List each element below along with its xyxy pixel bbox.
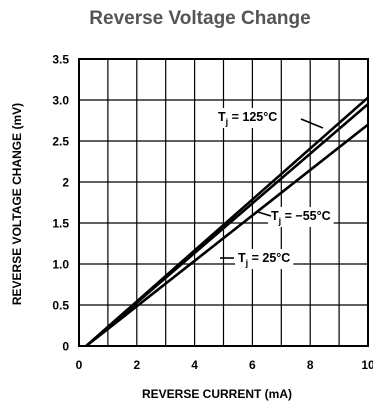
chart-title: Reverse Voltage Change <box>89 8 310 29</box>
annotation-leader-line <box>300 118 324 129</box>
y-tick-label: 1.5 <box>52 217 69 231</box>
y-tick-label: 1.0 <box>52 258 69 272</box>
x-tick-label: 8 <box>307 358 314 372</box>
x-tick-label: 10 <box>361 358 373 372</box>
annotation-leader-line <box>257 211 272 217</box>
series-label-3: Tj = 25°C <box>238 251 290 268</box>
y-tick-label: 0 <box>62 340 69 354</box>
series-label-1: Tj = 125°C <box>218 110 277 127</box>
y-tick-label: 2 <box>62 176 69 190</box>
x-axis-label: REVERSE CURRENT (mA) <box>142 387 292 401</box>
x-tick-label: 6 <box>249 358 256 372</box>
x-tick-label: 4 <box>191 358 198 372</box>
y-axis-label: REVERSE VOLTAGE CHANGE (mV) <box>10 103 24 305</box>
x-tick-label: 2 <box>133 358 140 372</box>
series-line-2 <box>85 103 369 347</box>
x-tick-label: 0 <box>76 358 83 372</box>
y-tick-label: 2.5 <box>52 135 69 149</box>
x-tick-labels: 0 2 4 6 8 10 <box>76 358 373 372</box>
plot-frame <box>78 58 369 347</box>
y-tick-label: 0.5 <box>52 299 69 313</box>
annotation-background <box>268 207 334 227</box>
series-annotations: Tj = 125°C Tj = −55°C Tj = 25°C <box>215 108 334 269</box>
grid <box>79 59 368 346</box>
annotation-background <box>215 108 281 128</box>
series-label-2: Tj = −55°C <box>271 209 331 226</box>
y-tick-label: 3.5 <box>52 53 69 67</box>
y-tick-label: 3.0 <box>52 94 69 108</box>
y-tick-labels: 0 0.5 1.0 1.5 2 2.5 3.0 3.5 <box>52 53 69 354</box>
annotation-background <box>235 249 294 269</box>
series-line-3 <box>85 123 369 348</box>
series-lines <box>85 96 369 348</box>
